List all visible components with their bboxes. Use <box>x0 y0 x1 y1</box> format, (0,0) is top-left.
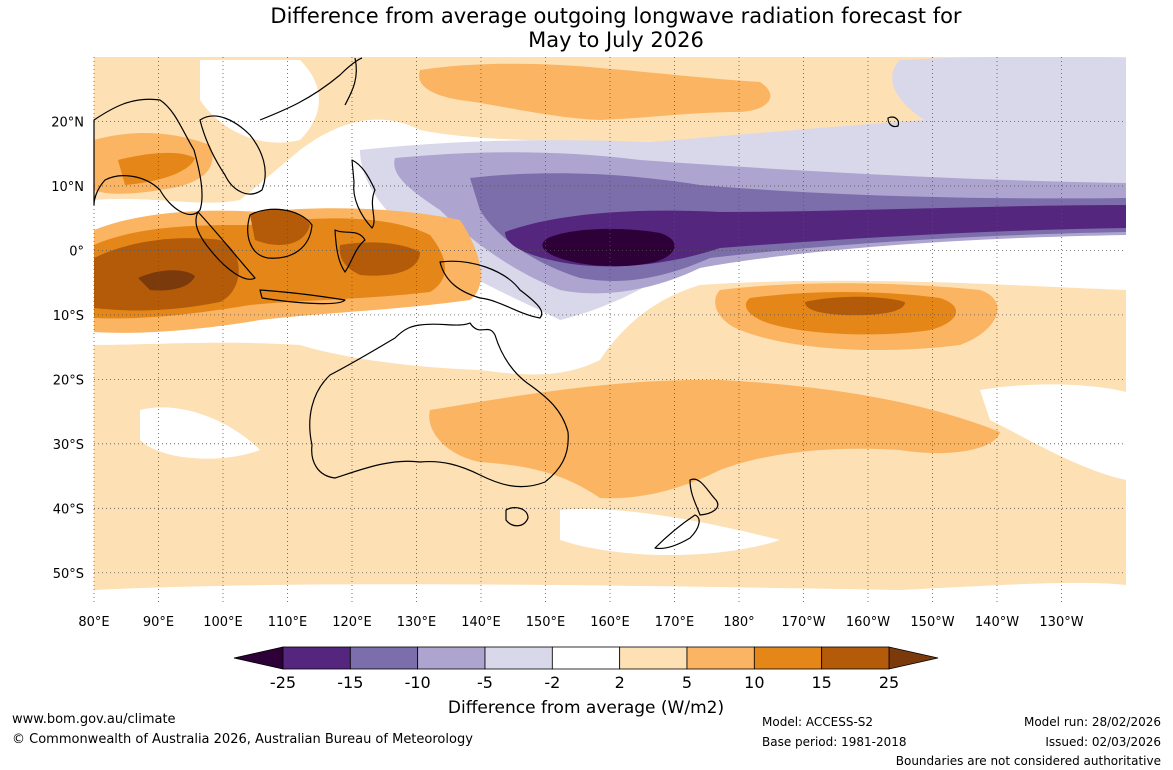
near-normal-region-north-asia <box>200 60 319 143</box>
colorbar-swatch <box>551 646 621 670</box>
title-line-1: Difference from average outgoing longwav… <box>270 4 962 28</box>
website-url: www.bom.gov.au/climate <box>12 712 176 727</box>
colorbar-tick-label: 25 <box>879 673 899 692</box>
colorbar-label: Difference from average (W/m2) <box>448 698 724 718</box>
anomaly-below-minus-25 <box>542 228 675 267</box>
anomaly-plus-5-to-10-north-pacific <box>419 63 771 120</box>
issued-date: Issued: 02/03/2026 <box>1045 735 1161 749</box>
longitude-tick-label: 130°E <box>397 615 437 630</box>
anomaly-plus-15-to-25-borneo <box>250 209 310 245</box>
longitude-labels: 80°E 90°E 100°E 110°E 120°E 130°E 140°E 150°E 16… <box>78 615 1083 630</box>
colorbar: -25 -15 -10 -5 -2 2 5 10 15 25 <box>233 646 939 692</box>
indochina-coastline <box>199 115 266 195</box>
new-guinea-coastline <box>439 260 543 319</box>
colorbar-tick-label: -25 <box>270 673 296 692</box>
latitude-tick-label: 10°S <box>53 309 84 324</box>
longitude-tick-label: 160°W <box>846 615 890 630</box>
colorbar-swatch <box>753 646 823 670</box>
model-run-date: Model run: 28/02/2026 <box>1023 715 1161 729</box>
latitude-tick-label: 0° <box>69 244 84 259</box>
latitude-labels: 20°N 10°N 0° 10°S 20°S 30°S 40°S 50°S <box>51 115 84 581</box>
colorbar-tick-label: 2 <box>615 673 625 692</box>
longitude-tick-label: 100°E <box>203 615 243 630</box>
anomaly-plus-5-to-10-southwest-pacific <box>429 379 1000 499</box>
new-zealand-north-island <box>689 478 719 516</box>
boundaries-disclaimer: Boundaries are not considered authoritat… <box>895 754 1161 768</box>
longitude-tick-label: 130°W <box>1039 615 1083 630</box>
longitude-tick-label: 150°E <box>526 615 566 630</box>
colorbar-tick-label: 15 <box>811 673 831 692</box>
anomaly-plus-15-to-25-banda <box>339 242 420 276</box>
longitude-tick-label: 140°W <box>975 615 1019 630</box>
colorbar-swatch <box>282 646 351 670</box>
china-coastline <box>259 57 363 121</box>
copyright-notice: © Commonwealth of Australia 2026, Austra… <box>12 732 473 747</box>
australia-coastline <box>309 322 569 488</box>
colorbar-swatch <box>484 646 553 670</box>
colorbar-low-extension <box>233 646 284 670</box>
latitude-tick-label: 50°S <box>53 567 84 582</box>
longitude-tick-label: 140°E <box>461 615 501 630</box>
anomaly-plus-15-to-25-central-pacific <box>805 296 905 316</box>
colorbar-swatch <box>686 646 755 670</box>
philippines-coastline <box>351 159 376 229</box>
latitude-tick-label: 20°N <box>51 115 84 130</box>
anomaly-field <box>94 57 1126 605</box>
longitude-tick-label: 120°E <box>332 615 372 630</box>
colorbar-tick-label: -10 <box>405 673 431 692</box>
java-coastline <box>259 289 346 305</box>
longitude-tick-label: 80°E <box>78 615 109 630</box>
colorbar-swatch <box>417 646 486 670</box>
colorbar-tick-label: 5 <box>682 673 692 692</box>
anomaly-above-25 <box>138 270 195 291</box>
latitude-tick-label: 10°N <box>51 180 84 195</box>
longitude-tick-label: 170°E <box>655 615 695 630</box>
latitude-tick-label: 30°S <box>53 438 84 453</box>
anomaly-minus-2-to-5-north <box>892 57 1126 129</box>
longitude-tick-label: 160°E <box>590 615 630 630</box>
model-name: Model: ACCESS-S2 <box>762 715 874 729</box>
colorbar-tick-label: -5 <box>477 673 493 692</box>
colorbar-tick-label: -15 <box>337 673 363 692</box>
chart-title: Difference from average outgoing longwav… <box>0 4 1173 52</box>
colorbar-tick-label: 10 <box>744 673 764 692</box>
sulawesi-coastline <box>334 229 366 273</box>
colorbar-swatch <box>821 646 890 670</box>
near-normal-region-south <box>560 509 780 555</box>
tasmania-coastline <box>505 507 529 527</box>
sumatra-coastline <box>195 211 256 280</box>
base-period: Base period: 1981-2018 <box>762 735 907 749</box>
longitude-tick-label: 180° <box>723 615 754 630</box>
colorbar-swatch <box>349 646 419 670</box>
india-coastline <box>93 98 203 216</box>
new-zealand-south-island <box>654 514 700 550</box>
longitude-tick-label: 150°W <box>910 615 954 630</box>
coastlines <box>93 57 900 550</box>
colorbar-swatch <box>619 646 688 670</box>
near-normal-region-east <box>980 384 1126 480</box>
borneo-coastline <box>247 208 313 259</box>
longitude-tick-label: 170°W <box>781 615 825 630</box>
hawaii-coastline <box>887 116 900 128</box>
graticule <box>93 57 1126 605</box>
near-normal-region-west <box>140 407 260 459</box>
colorbar-high-extension <box>888 646 939 670</box>
longitude-tick-label: 110°E <box>268 615 308 630</box>
latitude-tick-label: 20°S <box>53 373 84 388</box>
title-line-2: May to July 2026 <box>528 28 704 52</box>
colorbar-tick-label: -2 <box>544 673 560 692</box>
longitude-tick-label: 90°E <box>143 615 174 630</box>
taiwan-japan-coastline <box>344 57 357 106</box>
latitude-tick-label: 40°S <box>53 502 84 517</box>
